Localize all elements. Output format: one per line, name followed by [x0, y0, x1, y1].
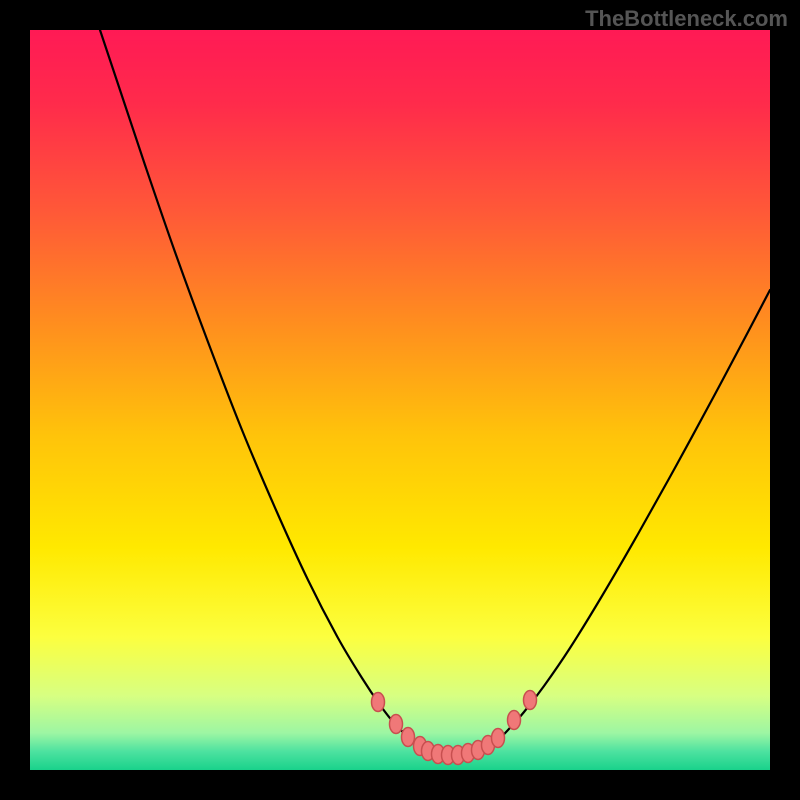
curve-marker	[402, 728, 415, 747]
chart-frame: TheBottleneck.com	[0, 0, 800, 800]
curve-marker	[492, 729, 505, 748]
curve-marker	[390, 715, 403, 734]
curve-marker	[524, 691, 537, 710]
curve-marker	[508, 711, 521, 730]
curve-marker	[372, 693, 385, 712]
plot-area	[30, 30, 770, 770]
gradient-background	[30, 30, 770, 770]
plot-svg	[30, 30, 770, 770]
watermark-text: TheBottleneck.com	[585, 6, 788, 32]
